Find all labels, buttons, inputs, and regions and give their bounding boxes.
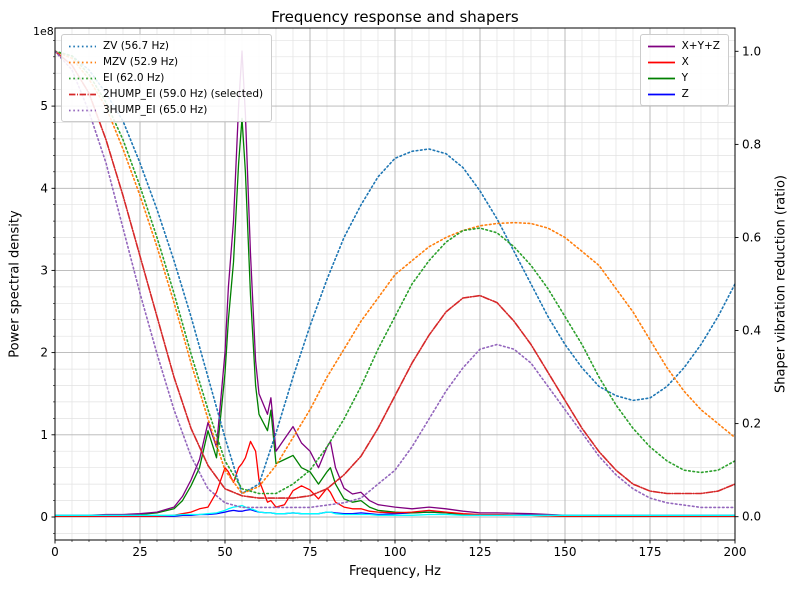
- legend-entry: X: [647, 56, 720, 68]
- legend-entry: Z: [647, 88, 720, 100]
- x-axis-label: Frequency, Hz: [348, 564, 442, 579]
- legend-label: Z: [681, 88, 689, 100]
- legend-entry: X+Y+Z: [647, 40, 720, 52]
- y-right-tick-label: 0.4: [742, 324, 761, 338]
- legend-line-sample: [647, 93, 675, 95]
- legend-entry: Y: [647, 72, 720, 84]
- legend-label: Y: [681, 72, 689, 84]
- series-psd-after-shaper: [55, 504, 735, 516]
- x-tick-label: 25: [132, 545, 147, 559]
- legend-line-sample: [69, 61, 96, 63]
- legend-label: 3HUMP_EI (65.0 Hz): [103, 104, 208, 116]
- x-tick-label: 175: [639, 545, 662, 559]
- x-tick-label: 0: [51, 545, 59, 559]
- legend-line-sample: [69, 109, 96, 111]
- y-axis-offset-text: 1e8: [33, 25, 54, 38]
- y-left-tick-label: 1: [40, 428, 48, 442]
- y-left-tick-label: 5: [40, 99, 48, 113]
- chart-title: Frequency response and shapers: [271, 8, 519, 26]
- series-shaper-ei: [55, 50, 735, 495]
- series-shaper-2hump-ei: [55, 50, 735, 499]
- series-shaper-3hump-ei: [55, 50, 735, 509]
- legend-label: X: [681, 56, 689, 68]
- series-psd-sum: [55, 50, 735, 516]
- legend-label: EI (62.0 Hz): [103, 72, 165, 84]
- x-tick-label: 75: [302, 545, 317, 559]
- legend-entry: ZV (56.7 Hz): [69, 40, 263, 52]
- legend-line-sample: [69, 45, 96, 47]
- legend-label: MZV (52.9 Hz): [103, 56, 179, 68]
- x-tick-label: 125: [469, 545, 492, 559]
- legend-psd: X+Y+Z X Y Z: [639, 34, 729, 106]
- y-right-tick-label: 0.0: [742, 510, 761, 524]
- legend-entry: MZV (52.9 Hz): [69, 56, 263, 68]
- x-tick-label: 200: [724, 545, 747, 559]
- legend-line-sample: [647, 45, 675, 47]
- y-left-tick-label: 4: [40, 181, 48, 195]
- y-left-tick-label: 2: [40, 346, 48, 360]
- x-tick-label: 150: [554, 545, 577, 559]
- y-left-tick-label: 0: [40, 510, 48, 524]
- y-left-tick-label: 3: [40, 263, 48, 277]
- legend-entry: EI (62.0 Hz): [69, 72, 263, 84]
- x-tick-label: 100: [384, 545, 407, 559]
- legend-label: 2HUMP_EI (59.0 Hz) (selected): [103, 88, 264, 100]
- legend-entry: 3HUMP_EI (65.0 Hz): [69, 104, 263, 116]
- legend-line-sample: [69, 93, 96, 95]
- legend-label: X+Y+Z: [681, 40, 720, 52]
- legend-line-sample: [647, 61, 675, 63]
- legend-line-sample: [647, 77, 675, 79]
- legend-label: ZV (56.7 Hz): [103, 40, 170, 52]
- legend-shapers: ZV (56.7 Hz) MZV (52.9 Hz) EI (62.0 Hz) 2HU…: [61, 34, 273, 122]
- legend-line-sample: [69, 77, 96, 79]
- x-tick-label: 50: [217, 545, 232, 559]
- series-shaper-zv: [55, 50, 735, 495]
- series-shaper-mzv: [55, 50, 735, 495]
- y-right-tick-label: 0.8: [742, 137, 761, 151]
- legend-entry: 2HUMP_EI (59.0 Hz) (selected): [69, 88, 263, 100]
- y-right-tick-label: 1.0: [742, 44, 761, 58]
- y-right-tick-label: 0.2: [742, 417, 761, 431]
- y-right-tick-label: 0.6: [742, 231, 761, 245]
